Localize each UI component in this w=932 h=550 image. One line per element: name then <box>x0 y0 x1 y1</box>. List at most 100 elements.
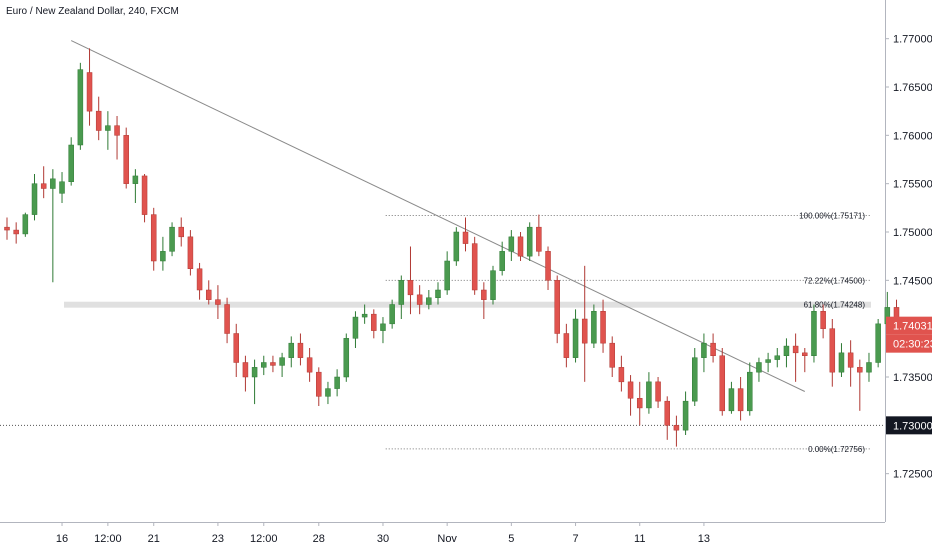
candle-body <box>68 144 74 182</box>
y-tick-label: 1.72500 <box>893 469 932 481</box>
candle-body <box>737 388 744 412</box>
candle-body <box>141 175 148 215</box>
candle-body <box>150 214 157 262</box>
candle-body <box>389 304 395 325</box>
candle-body <box>536 226 542 252</box>
candle-body <box>187 236 194 269</box>
candle-body <box>554 280 560 334</box>
candle-body <box>297 342 304 358</box>
candle-body <box>618 367 625 383</box>
candle-body <box>802 352 808 356</box>
y-tick-label: 1.76000 <box>893 130 932 142</box>
candle-body <box>233 333 239 363</box>
candle-body <box>600 311 606 344</box>
x-tick-label: 13 <box>698 533 710 545</box>
candle-body <box>490 270 496 300</box>
candle-body <box>270 362 276 366</box>
candle-body <box>288 342 295 358</box>
x-tick-label: 28 <box>313 533 325 545</box>
candle-body <box>563 333 570 358</box>
x-tick-label: 16 <box>56 533 68 545</box>
candle-body <box>609 342 615 368</box>
candle-body <box>453 231 460 262</box>
candle-body <box>545 251 551 281</box>
candle-body <box>765 359 771 363</box>
candle-body <box>792 345 799 354</box>
candle-body <box>682 400 689 431</box>
candle-body <box>325 388 331 397</box>
candle-body <box>435 289 441 298</box>
y-tick-label: 1.73500 <box>893 372 932 384</box>
candle-body <box>160 251 166 262</box>
candle-body <box>508 236 515 252</box>
x-tick-label: Nov <box>437 533 457 545</box>
candle-body <box>692 357 698 402</box>
candle-body <box>343 338 350 378</box>
candle-body <box>444 260 450 291</box>
candle-body <box>22 214 29 235</box>
candle-body <box>114 125 120 136</box>
candle-body <box>636 398 643 409</box>
candle-body <box>719 355 726 412</box>
fib-level-label: 100.00%(1.75171) <box>799 211 865 220</box>
candle-body <box>526 226 533 257</box>
candle-body <box>673 425 680 431</box>
candle-body <box>811 311 817 356</box>
trendline <box>70 40 806 392</box>
candle-body <box>59 181 65 194</box>
candle-body <box>352 316 359 339</box>
candle-body <box>875 323 881 363</box>
x-tick-label: 21 <box>148 533 160 545</box>
candle-body <box>774 355 781 360</box>
candle-body <box>306 357 313 373</box>
candle-body <box>105 125 111 131</box>
candle-body <box>572 318 579 358</box>
candle-body <box>31 183 38 215</box>
candle-body <box>242 362 249 378</box>
candle-body <box>316 371 322 397</box>
y-tick-label: 1.75500 <box>893 179 932 191</box>
candle-body <box>224 304 230 334</box>
candle-body <box>261 362 267 368</box>
last-price-value: 1.74031 <box>893 321 932 333</box>
candle-body <box>838 352 845 373</box>
candle-body <box>701 342 707 358</box>
candle-body <box>334 376 340 389</box>
y-tick-label: 1.76500 <box>893 82 932 94</box>
chart-title: Euro / New Zealand Dollar, 240, FXCM <box>6 6 179 17</box>
y-tick-label: 1.74500 <box>893 275 932 287</box>
candle-body <box>95 110 102 131</box>
candle-body <box>756 362 762 373</box>
marked-price-value: 1.73000 <box>893 420 932 432</box>
candle-body <box>205 289 212 300</box>
candle-body <box>361 313 368 318</box>
candle-body <box>591 311 597 344</box>
candle-body <box>398 280 405 305</box>
candle-body <box>251 367 258 378</box>
candle-body <box>471 243 478 291</box>
candle-body <box>481 289 487 300</box>
candle-body <box>517 236 524 257</box>
fib-level-label: 72.22%(1.74500) <box>804 276 866 285</box>
last-price-badge <box>886 316 932 335</box>
candle-body <box>416 294 423 305</box>
candle-body <box>655 381 661 402</box>
candle-body <box>196 268 203 291</box>
candle-body <box>499 251 505 271</box>
candle-body <box>178 226 184 238</box>
candle-body <box>462 231 469 244</box>
x-tick-label: 11 <box>634 533 645 545</box>
candle-body <box>857 367 863 373</box>
y-tick-label: 1.77000 <box>893 34 932 46</box>
x-tick-label: 12:00 <box>94 533 122 545</box>
candle-body <box>4 226 10 231</box>
x-tick-label: 12:00 <box>250 533 278 545</box>
candle-body <box>710 342 716 356</box>
candle-body <box>426 297 432 305</box>
candle-body <box>279 357 285 366</box>
candle-body <box>829 328 836 373</box>
candle-body <box>664 400 670 426</box>
countdown-badge <box>886 334 932 353</box>
